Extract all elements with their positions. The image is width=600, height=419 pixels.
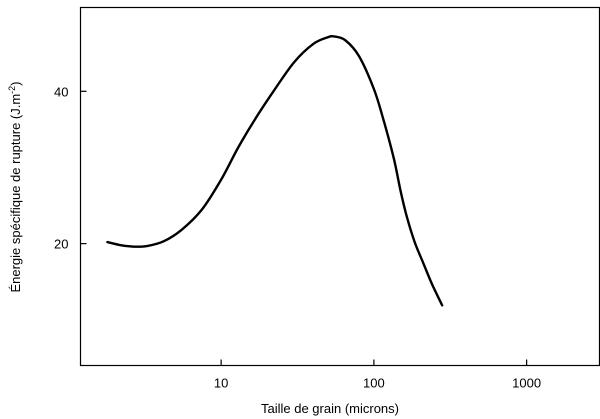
x-axis-ticks: 10 100 1000 bbox=[214, 359, 541, 391]
x-tick-label: 100 bbox=[363, 376, 385, 391]
x-axis-label: Taille de grain (microns) bbox=[261, 401, 399, 416]
y-tick-label: 40 bbox=[54, 84, 68, 99]
series-line bbox=[106, 34, 444, 307]
y-axis-label-sup: -2 bbox=[7, 86, 17, 94]
plot-frame bbox=[79, 6, 600, 367]
x-tick-label: 10 bbox=[214, 376, 228, 391]
y-axis-label-main: Énergie spécifique de rupture (J.m bbox=[8, 94, 23, 293]
x-tick-label: 1000 bbox=[512, 376, 541, 391]
y-axis-label: Énergie spécifique de rupture (J.m-2) bbox=[7, 81, 23, 292]
y-axis-label-end: ) bbox=[8, 81, 23, 85]
series-layer bbox=[106, 34, 444, 307]
y-tick-label: 20 bbox=[54, 237, 68, 252]
